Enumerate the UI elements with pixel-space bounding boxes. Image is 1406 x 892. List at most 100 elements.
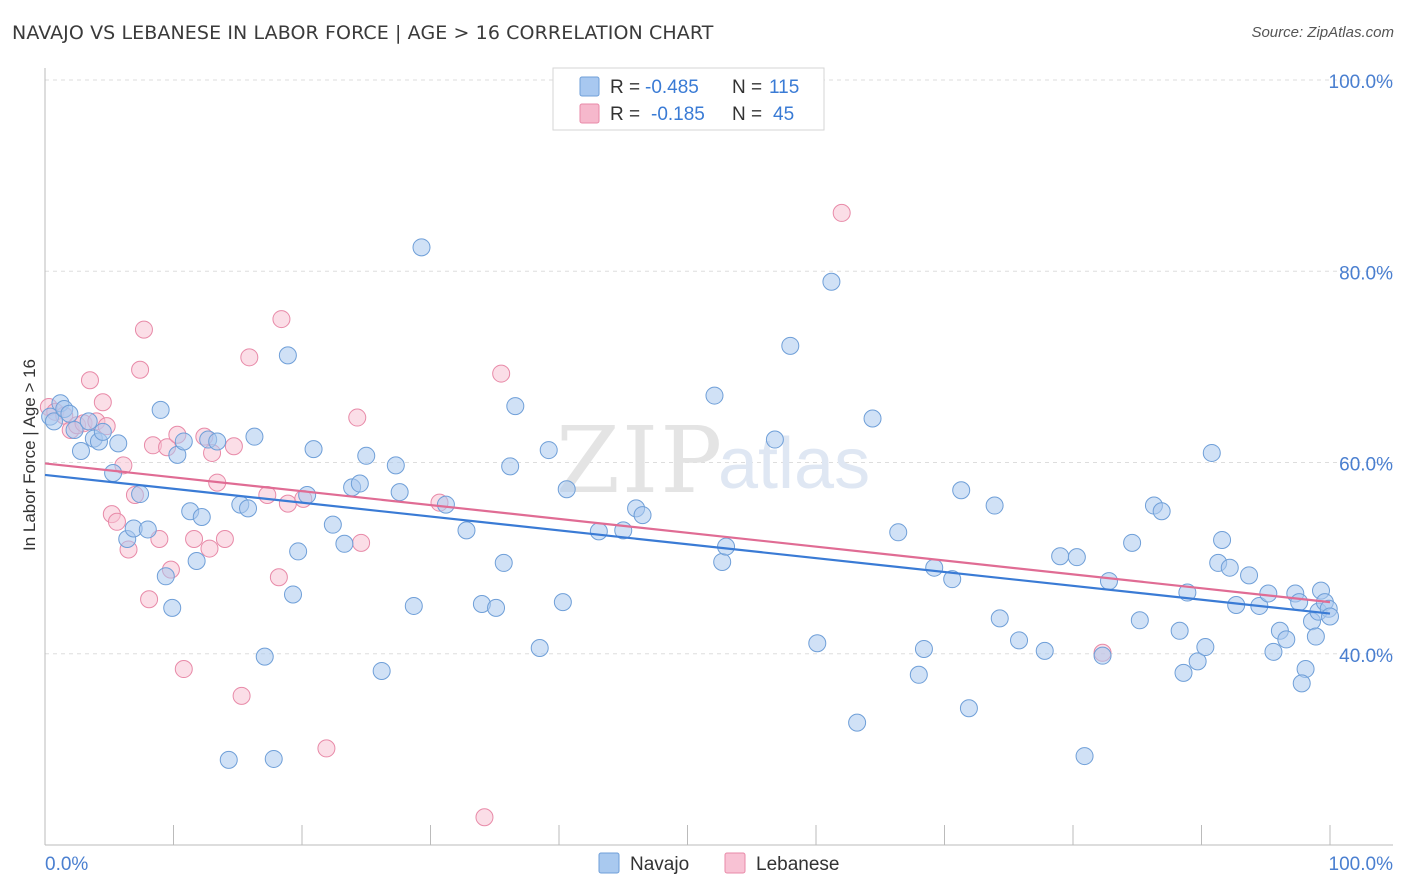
- navajo-point: [372, 661, 391, 680]
- navajo-point: [71, 442, 90, 461]
- navajo-point: [506, 397, 525, 416]
- series-legend: Navajo Lebanese: [598, 852, 839, 875]
- lebanese-point: [832, 203, 851, 222]
- navajo-point: [889, 523, 908, 542]
- lebanese-point: [140, 590, 159, 609]
- navajo-point: [1067, 548, 1086, 567]
- navajo-point: [436, 495, 455, 514]
- navajo-point: [174, 432, 193, 451]
- navajo-point: [713, 552, 732, 571]
- lebanese-point: [215, 530, 234, 548]
- lebanese-point: [80, 371, 99, 390]
- y-tick-label: 100.0%: [1329, 72, 1394, 93]
- legend-label-lebanese: Lebanese: [756, 854, 839, 875]
- lebanese-point: [185, 530, 204, 548]
- navajo-point: [1051, 547, 1070, 566]
- navajo-point: [717, 537, 736, 556]
- navajo-point: [1174, 663, 1193, 682]
- navajo-point: [985, 496, 1004, 515]
- navajo-point: [60, 404, 79, 423]
- navajo-point: [1188, 652, 1207, 671]
- navajo-point: [1152, 502, 1171, 521]
- navajo-point: [390, 483, 409, 502]
- stats-n-value-lebanese: 45: [773, 104, 794, 125]
- navajo-point: [553, 593, 572, 612]
- lebanese-point: [150, 530, 169, 548]
- navajo-point: [487, 598, 506, 617]
- navajo-point: [1099, 572, 1118, 591]
- navajo-point: [557, 480, 576, 499]
- source-label: Source: ZipAtlas.com: [1251, 24, 1394, 41]
- legend-swatch-lebanese: [724, 852, 746, 874]
- navajo-point: [909, 665, 928, 684]
- navajo-points: [41, 238, 1339, 769]
- lebanese-point: [93, 393, 112, 412]
- navajo-point: [245, 427, 264, 446]
- navajo-point: [1123, 533, 1142, 552]
- navajo-point: [156, 567, 175, 586]
- lebanese-point: [134, 320, 153, 339]
- y-tick-label: 80.0%: [1339, 263, 1393, 284]
- navajo-point: [386, 456, 405, 475]
- navajo-point: [808, 634, 827, 653]
- lebanese-point: [224, 437, 243, 456]
- navajo-point: [633, 506, 652, 525]
- navajo-point: [1035, 641, 1054, 660]
- lebanese-point: [269, 568, 288, 587]
- navajo-point: [219, 750, 238, 769]
- navajo-point: [1290, 593, 1309, 612]
- navajo-point: [765, 430, 784, 449]
- navajo-point: [1292, 674, 1311, 693]
- lebanese-point: [272, 310, 291, 329]
- lebanese-point: [278, 494, 297, 513]
- navajo-point: [494, 553, 513, 572]
- navajo-trend-line: [44, 473, 1331, 615]
- lebanese-point: [107, 512, 126, 531]
- navajo-point: [952, 481, 971, 500]
- navajo-point: [1075, 747, 1094, 766]
- watermark-atlas: atlas: [718, 424, 870, 504]
- stats-r-value-lebanese: -0.185: [651, 104, 705, 125]
- chart-title: NAVAJO VS LEBANESE IN LABOR FORCE | AGE …: [12, 22, 714, 44]
- navajo-point: [863, 409, 882, 428]
- y-axis-label: In Labor Force | Age > 16: [20, 359, 39, 551]
- navajo-point: [44, 412, 63, 431]
- lebanese-point: [475, 808, 494, 827]
- navajo-point: [151, 400, 170, 419]
- navajo-point: [705, 386, 724, 405]
- lebanese-point: [317, 739, 336, 758]
- navajo-point: [530, 639, 549, 658]
- y-tick-label: 40.0%: [1339, 646, 1393, 667]
- navajo-point: [501, 457, 520, 476]
- navajo-point: [163, 598, 182, 617]
- navajo-point: [187, 551, 206, 570]
- navajo-point: [264, 749, 283, 768]
- navajo-point: [131, 485, 150, 504]
- navajo-point: [822, 272, 841, 291]
- navajo-point: [1277, 630, 1296, 649]
- navajo-point: [357, 446, 376, 465]
- navajo-point: [278, 346, 297, 365]
- lebanese-point: [492, 364, 511, 383]
- navajo-point: [138, 520, 157, 539]
- navajo-point: [208, 432, 227, 451]
- navajo-point: [404, 596, 423, 615]
- navajo-point: [304, 440, 323, 459]
- lebanese-trend-line: [44, 462, 1331, 604]
- navajo-point: [1213, 530, 1232, 549]
- stats-legend: R = -0.485 N = 115 R = -0.185 N = 45: [552, 67, 825, 131]
- navajo-point: [1240, 566, 1259, 585]
- x-tick-label: 100.0%: [1329, 854, 1394, 875]
- navajo-point: [298, 486, 317, 505]
- navajo-point: [79, 412, 98, 431]
- stats-n-label-navajo: N =: [732, 77, 762, 98]
- lebanese-point: [240, 348, 259, 367]
- axis-layer: 40.0% 60.0% 80.0% 100.0% 0.0% 100.0%: [44, 68, 1394, 875]
- legend-label-navajo: Navajo: [630, 854, 689, 875]
- stats-r-label-navajo: R =: [610, 77, 640, 98]
- stats-n-value-navajo: 115: [769, 77, 799, 98]
- navajo-point: [93, 422, 112, 441]
- navajo-point: [412, 238, 431, 257]
- navajo-point: [457, 521, 476, 540]
- navajo-point: [109, 434, 128, 453]
